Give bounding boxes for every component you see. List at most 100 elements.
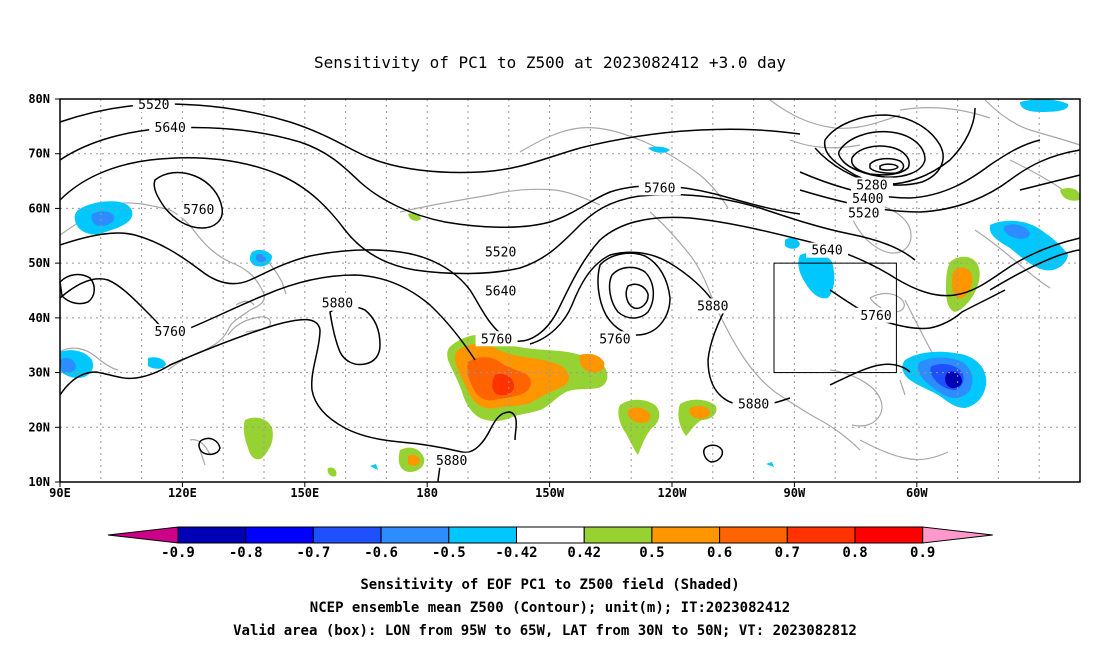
map-area: 5520 5640 5760 5760 5880 5520 5640 5760 5760 5760… (59, 97, 1081, 483)
shade-orange-dateline-east (579, 353, 605, 373)
map-frame (59, 98, 1081, 483)
colorbar-swatch (786, 526, 856, 544)
lon-label: 90W (784, 486, 806, 500)
shade-cyan-speck (370, 464, 378, 470)
colorbar-swatch (583, 526, 653, 544)
colorbar-swatch (448, 526, 517, 544)
contour-label-bg (855, 307, 897, 323)
colorbar-low-triangle (107, 526, 179, 544)
contour-label: 5880 (738, 397, 769, 412)
contour-label: 5760 (183, 203, 214, 218)
contour-labels: 5520 5640 5760 5760 5880 5520 5640 5760 5760 5760… (132, 97, 897, 469)
shade-green-westpac-3 (327, 467, 337, 477)
shade-orange-northeast (952, 267, 973, 299)
colorbar-label: -0.5 (432, 545, 466, 561)
contour-label-bg (316, 295, 359, 311)
contour-label-bg (149, 120, 192, 136)
contour-label: 5760 (599, 332, 630, 347)
colorbar-high-triangle (922, 526, 993, 544)
gridlines (60, 99, 1080, 482)
colorbar-label: 0.7 (775, 545, 800, 561)
colorbar-swatch (312, 526, 382, 544)
contour-label: 5760 (155, 325, 186, 340)
contour-label: 5520 (848, 206, 879, 221)
contour-label: 5760 (644, 181, 675, 196)
contour-label: 5640 (811, 244, 842, 259)
contour-label-bg (806, 242, 849, 258)
contour-label-bg (846, 191, 889, 207)
contour-label-bg (479, 244, 522, 260)
colorbar-label: -0.42 (495, 545, 537, 561)
contour-label-bg (691, 298, 734, 314)
map-title: Sensitivity of PC1 to Z500 at 2023082412… (314, 53, 786, 72)
shade-cyan-alaska (648, 146, 670, 153)
colorbar-swatch (516, 526, 585, 544)
shade-orange-westpac-2 (408, 454, 420, 466)
colorbar-swatch (651, 526, 721, 544)
lat-label: 10N (28, 475, 50, 489)
longitude-labels: 90E 120E 150E 180 150W 120W 90W 60W (49, 486, 928, 500)
caption-line-3: Valid area (box): LON from 95W to 65W, L… (233, 623, 857, 639)
lat-label: 60N (28, 201, 50, 215)
colorbar-swatch (380, 526, 450, 544)
lon-label: 60W (906, 486, 928, 500)
colorbar-label: 0.8 (842, 545, 867, 561)
colorbar-label: -0.9 (161, 545, 195, 561)
caption-line-2: NCEP ensemble mean Z500 (Contour); unit(… (310, 600, 790, 616)
contour-label: 5880 (436, 454, 467, 469)
contour-label-bg (732, 396, 775, 412)
lon-label: 120E (168, 486, 197, 500)
z500-contours (59, 103, 1081, 483)
shade-blue-asia-south (60, 358, 76, 373)
shade-green-atlantic (1060, 187, 1080, 201)
map-background (60, 99, 1080, 482)
colorbar-swatch (177, 526, 247, 544)
colorbar-swatch (245, 526, 314, 544)
latitude-labels: 80N 70N 60N 50N 40N 30N 20N 10N (28, 92, 50, 489)
contour-label-bg (850, 177, 893, 193)
shade-cyan-canada (785, 237, 800, 249)
contour-label: 5880 (697, 299, 728, 314)
axis-ticks (55, 98, 918, 487)
shade-orange-centralpac (627, 407, 651, 424)
lat-label: 80N (28, 92, 50, 106)
shade-cyan-greenland (1020, 99, 1069, 112)
contour-label-bg (475, 331, 518, 347)
lat-label: 30N (28, 366, 50, 380)
lon-label: 120W (658, 486, 688, 500)
contour-label: 5760 (481, 332, 512, 347)
contour-label: 5520 (485, 245, 516, 260)
contour-label-bg (593, 331, 636, 347)
valid-area-box (773, 262, 897, 374)
lat-label: 40N (28, 311, 50, 325)
lat-label: 20N (28, 420, 50, 434)
colorbar-swatch (854, 526, 924, 544)
contour-label-bg (177, 202, 220, 218)
shade-blue-asia (91, 211, 115, 226)
colorbar-label: 0.5 (639, 545, 664, 561)
colorbar-label: -0.7 (297, 545, 331, 561)
colorbar-label: 0.42 (567, 545, 601, 561)
contour-label-bg (149, 324, 192, 340)
colorbar-label: 0.9 (910, 545, 935, 561)
shade-orange-centralpac-2 (689, 405, 710, 419)
lon-label: 150E (290, 486, 319, 500)
contour-label-bg (479, 283, 522, 299)
shade-blue-labrador (1003, 224, 1030, 239)
contour-label: 5280 (856, 179, 887, 194)
caption-line-1: Sensitivity of EOF PC1 to Z500 field (Sh… (360, 577, 739, 593)
shade-cyan-plains (798, 252, 835, 299)
contour-label: 5640 (155, 121, 186, 136)
contour-label-bg (132, 97, 175, 113)
contour-label: 5880 (322, 297, 353, 312)
colorbar: -0.9 -0.8 -0.7 -0.6 -0.5 -0.42 0.42 0.5 0.6 0.7 0.… (107, 526, 993, 561)
contour-label: 5640 (485, 285, 516, 300)
lat-label: 50N (28, 256, 50, 270)
colorbar-label: 0.6 (707, 545, 732, 561)
lon-label: 150W (535, 486, 565, 500)
colorbar-swatch (719, 526, 788, 544)
lon-label: 180 (416, 486, 438, 500)
colorbar-label: -0.8 (229, 545, 263, 561)
contour-label-bg (430, 452, 473, 468)
